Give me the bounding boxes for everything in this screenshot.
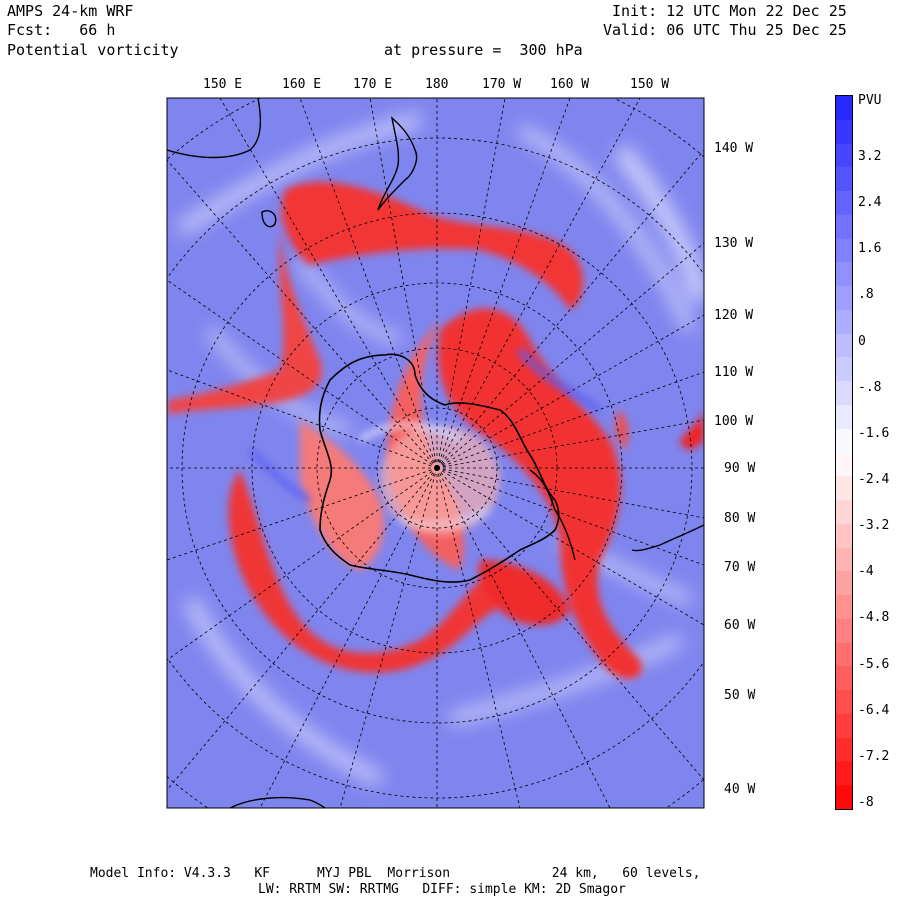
tasmania-coastline (261, 210, 277, 228)
lon-label-170w: 170 W (482, 77, 522, 92)
colorbar-unit: PVU (858, 93, 882, 108)
init-time: Init: 12 UTC Mon 22 Dec 25 (612, 2, 847, 20)
colorbar-tick-label: -2.4 (858, 472, 890, 487)
australia-coastline (167, 98, 262, 159)
colorbar-tick-label: .8 (858, 287, 874, 303)
lon-label-160e: 160 E (282, 77, 322, 92)
colorbar-segment (836, 618, 852, 644)
colorbar-segment (836, 737, 852, 762)
side-label-60w: 60 W (724, 618, 756, 633)
colorbar-segment (836, 500, 852, 525)
colorbar-tick-label: -3.2 (858, 518, 890, 534)
colorbar-segment (836, 595, 852, 620)
side-label-70w: 70 W (724, 560, 756, 575)
lon-label-160w: 160 W (550, 77, 590, 92)
colorbar-segment (836, 547, 852, 572)
colorbar-segment (836, 214, 852, 240)
colorbar-segment (836, 785, 852, 810)
side-label-140w: 140 W (714, 141, 754, 156)
colorbar-segment (836, 333, 852, 358)
pressure-level: at pressure = 300 hPa (384, 41, 583, 59)
colorbar-segment (836, 119, 852, 145)
white-swirls (176, 113, 704, 787)
valid-time: Valid: 06 UTC Thu 25 Dec 25 (603, 21, 847, 39)
forecast-hour: Fcst: 66 h (7, 21, 116, 39)
colorbar-tick-label: -8 (858, 795, 874, 810)
colorbar-segment (836, 452, 852, 477)
colorbar-segment (836, 666, 852, 691)
colorbar-tick-label: -.8 (858, 379, 882, 395)
colorbar-segment (836, 761, 852, 786)
colorbar-tick-label: -6.4 (858, 702, 890, 718)
colorbar-segment (836, 404, 852, 430)
side-label-40w: 40 W (724, 782, 756, 797)
colorbar-tick-label: 1.6 (858, 241, 882, 257)
antarctica-coastline (318, 353, 560, 583)
model-title: AMPS 24-km WRF (7, 2, 134, 20)
colorbar-segment (836, 523, 852, 549)
colorbar-segment (836, 571, 852, 596)
model-info-line2: LW: RRTM SW: RRTMG DIFF: simple KM: 2D S… (258, 882, 626, 897)
colorbar-segment (836, 262, 852, 287)
colorbar-segment (836, 96, 852, 121)
colorbar-segment (836, 713, 852, 739)
lon-label-170e: 170 E (353, 77, 393, 92)
positive-pv-streaks (247, 347, 603, 504)
side-label-50w: 50 W (724, 688, 756, 703)
side-label-110w: 110 W (714, 365, 754, 380)
new-zealand-coastline (377, 116, 418, 211)
colorbar-tick-label: -4.8 (858, 610, 890, 626)
colorbar-tick-label: -1.6 (858, 425, 890, 441)
colorbar-tick-label: 2.4 (858, 195, 882, 211)
map-frame (166, 97, 705, 809)
colorbar-segment (836, 428, 852, 453)
colorbar-segment (836, 143, 852, 168)
lon-label-150w: 150 W (630, 77, 670, 92)
colorbar-segment (836, 357, 852, 382)
side-label-130w: 130 W (714, 236, 754, 251)
colorbar-segment (836, 167, 852, 192)
colorbar-segment (836, 690, 852, 715)
colorbar-tick-label: 3.2 (858, 149, 882, 164)
field-name: Potential vorticity (7, 41, 179, 59)
colorbar-tick-label: -5.6 (858, 656, 890, 672)
colorbar-segment (836, 238, 852, 263)
lon-label-180: 180 (425, 77, 449, 92)
colorbar-segment (836, 642, 852, 667)
lon-label-150e: 150 E (203, 77, 243, 92)
colorbar-segment (836, 286, 852, 311)
side-label-120w: 120 W (714, 308, 754, 323)
colorbar-tick-label: 0 (858, 333, 866, 349)
side-label-100w: 100 W (714, 414, 754, 429)
model-info-line1: Model Info: V4.3.3 KF MYJ PBL Morrison 2… (90, 866, 701, 881)
side-label-80w: 80 W (724, 511, 756, 526)
africa-coastline (229, 796, 326, 808)
graticule (167, 98, 704, 808)
colorbar-segment (836, 309, 852, 335)
colorbar-tick-label: -4 (858, 564, 874, 580)
antarctic-peninsula-coastline (529, 469, 576, 561)
colorbar (835, 95, 853, 810)
colorbar-segment (836, 381, 852, 406)
colorbar-segment (836, 191, 852, 216)
side-label-90w: 90 W (724, 461, 756, 476)
colorbar-segment (836, 476, 852, 501)
south-america-coastline (631, 524, 704, 552)
colorbar-tick-label: -7.2 (858, 748, 890, 764)
